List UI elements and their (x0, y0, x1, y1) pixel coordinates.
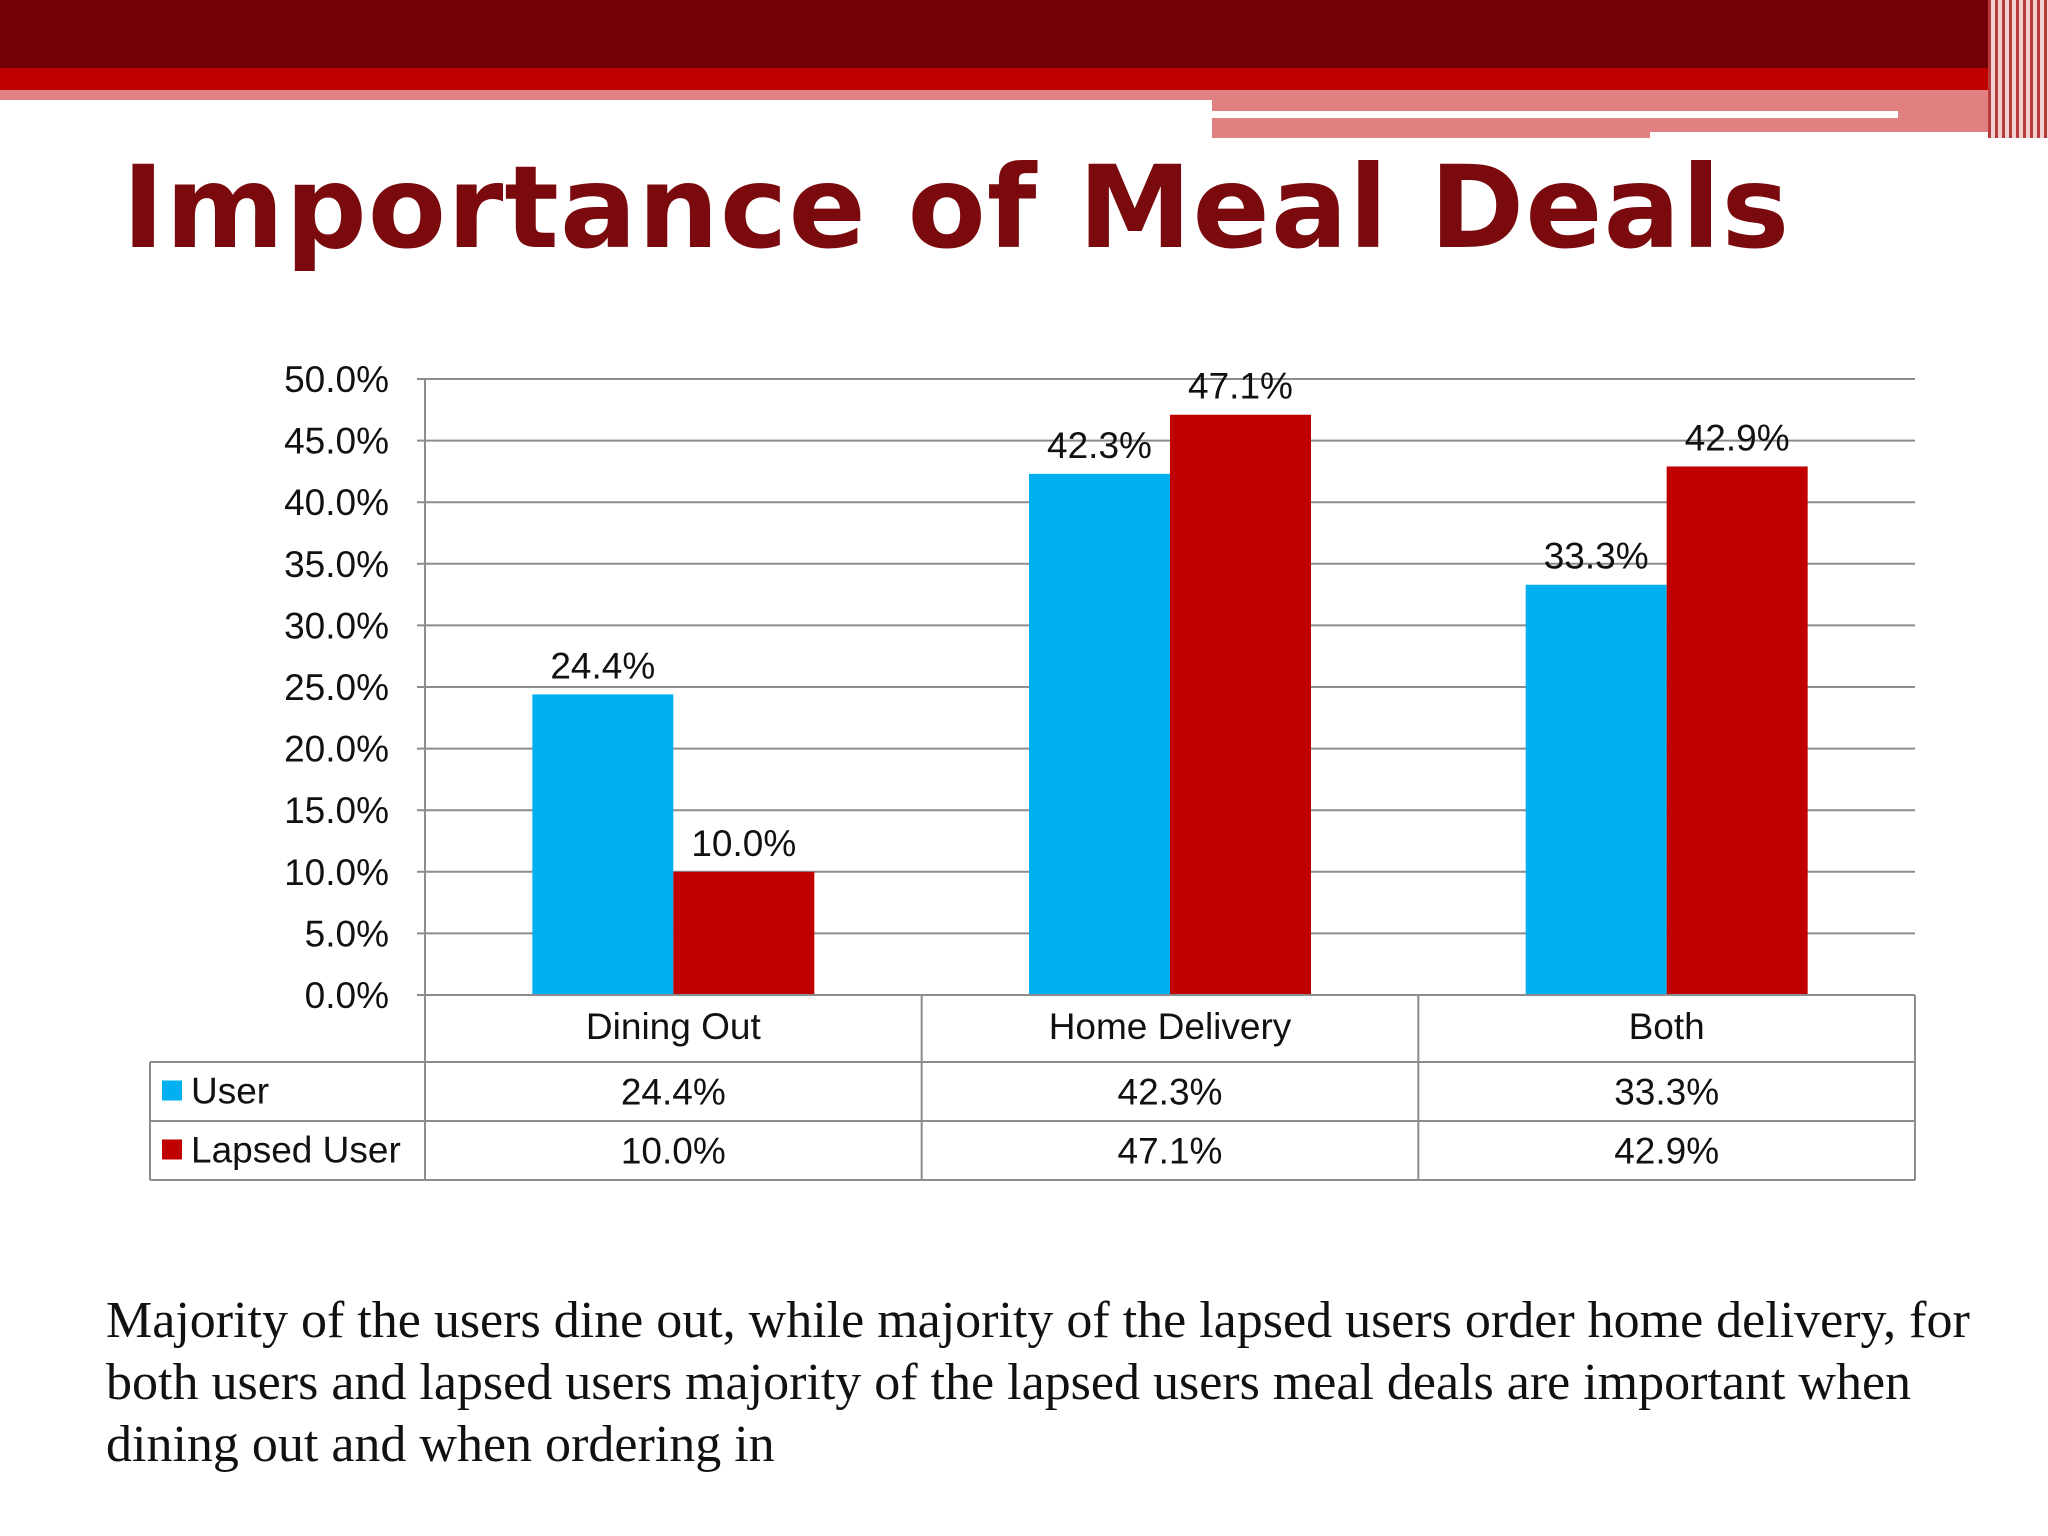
bar-chart: 24.4% 42.3% 33.3% 10.0% 47.1% 42.9% 0.0% 5.0% 1… (149, 359, 1916, 1181)
data-table: Dining Out Home Delivery Both User 24.4% 42.3… (149, 994, 1916, 1181)
data-label: 10.0% (691, 823, 796, 864)
table-cell-value: 24.4% (621, 1072, 726, 1113)
y-tick-label: 5.0% (305, 913, 389, 954)
bars (532, 414, 1808, 995)
bar-user (1029, 473, 1170, 995)
data-labels: 24.4% 42.3% 33.3% 10.0% 47.1% 42.9% (550, 366, 1789, 864)
legend-label: Lapsed User (191, 1130, 401, 1171)
legend-label: User (191, 1071, 269, 1112)
x-category-label: Home Delivery (1049, 1006, 1292, 1047)
data-label: 47.1% (1188, 366, 1293, 407)
y-tick-label: 10.0% (284, 852, 389, 893)
y-tick-label: 35.0% (284, 544, 389, 585)
header-band-white-stripe (1212, 111, 1898, 118)
y-tick-label: 0.0% (305, 975, 389, 1016)
header-band-dark (0, 0, 2048, 68)
y-tick-label: 30.0% (284, 605, 389, 646)
y-tick-label: 15.0% (284, 790, 389, 831)
table-cell-value: 33.3% (1614, 1072, 1719, 1113)
header-band-pink-left (0, 90, 1212, 100)
table-cell-value: 47.1% (1118, 1131, 1223, 1172)
y-tick-label: 45.0% (284, 421, 389, 462)
data-label: 42.3% (1047, 425, 1152, 466)
header-band-white-gap (1650, 132, 2012, 140)
header-band-red (0, 68, 2048, 90)
y-tick-label: 40.0% (284, 482, 389, 523)
bar-lapsed-user (673, 871, 815, 995)
table-cell-value: 42.9% (1614, 1131, 1719, 1172)
bar-user (532, 694, 674, 995)
y-tick-label: 20.0% (284, 729, 389, 770)
slide-title: Importance of Meal Deals (122, 141, 1791, 274)
bar-lapsed-user (1170, 414, 1311, 995)
data-label: 42.9% (1685, 417, 1790, 458)
legend-swatch (162, 1080, 182, 1101)
data-label: 24.4% (550, 645, 655, 686)
x-category-label: Both (1629, 1006, 1705, 1047)
y-tick-label: 25.0% (284, 667, 389, 708)
y-tick-label: 50.0% (284, 359, 389, 400)
legend-swatch (162, 1139, 182, 1160)
x-category-label: Dining Out (586, 1006, 762, 1047)
header-edge-stripes (1988, 0, 2048, 138)
table-cell-value: 10.0% (621, 1131, 726, 1172)
bar-lapsed-user (1666, 466, 1808, 995)
slide-caption: Majority of the users dine out, while ma… (106, 1292, 1970, 1473)
table-cell-value: 42.3% (1118, 1072, 1223, 1113)
data-label: 33.3% (1544, 536, 1649, 577)
y-tick-labels: 0.0% 5.0% 10.0% 15.0% 20.0% 25.0% 30.0% 35.0% 40… (284, 359, 389, 1016)
bar-user (1525, 584, 1667, 995)
